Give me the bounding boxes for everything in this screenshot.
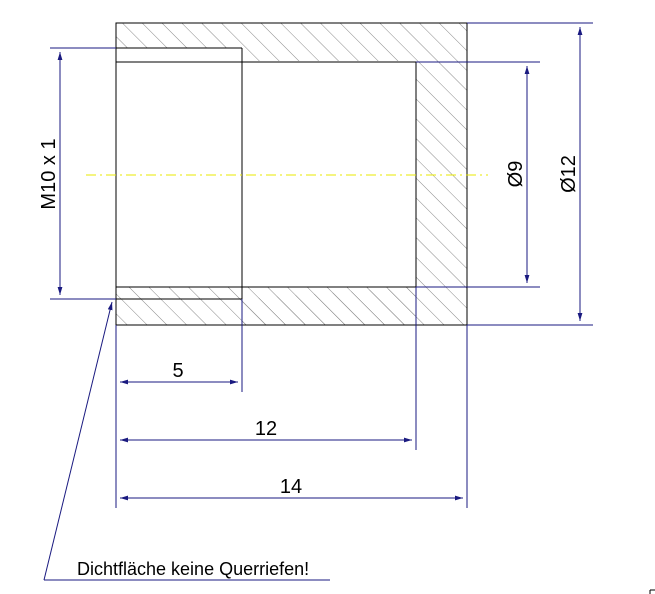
section-hatching — [116, 23, 467, 325]
total-length-label: 14 — [280, 476, 302, 498]
surface-note: Dichtfläche keine Querriefen! — [77, 559, 309, 579]
outer-diameter-label: Ø12 — [558, 155, 580, 193]
bore-depth-label: 12 — [255, 418, 277, 440]
dimension-lines — [57, 27, 583, 501]
note-leader — [43, 301, 330, 581]
part-outline — [115, 22, 468, 326]
thread-label: M10 x 1 — [38, 138, 60, 209]
inner-diameter-label: Ø9 — [505, 161, 527, 188]
thread-depth-label: 5 — [172, 360, 183, 382]
corner-mark — [649, 589, 655, 594]
extension-lines — [50, 22, 593, 508]
